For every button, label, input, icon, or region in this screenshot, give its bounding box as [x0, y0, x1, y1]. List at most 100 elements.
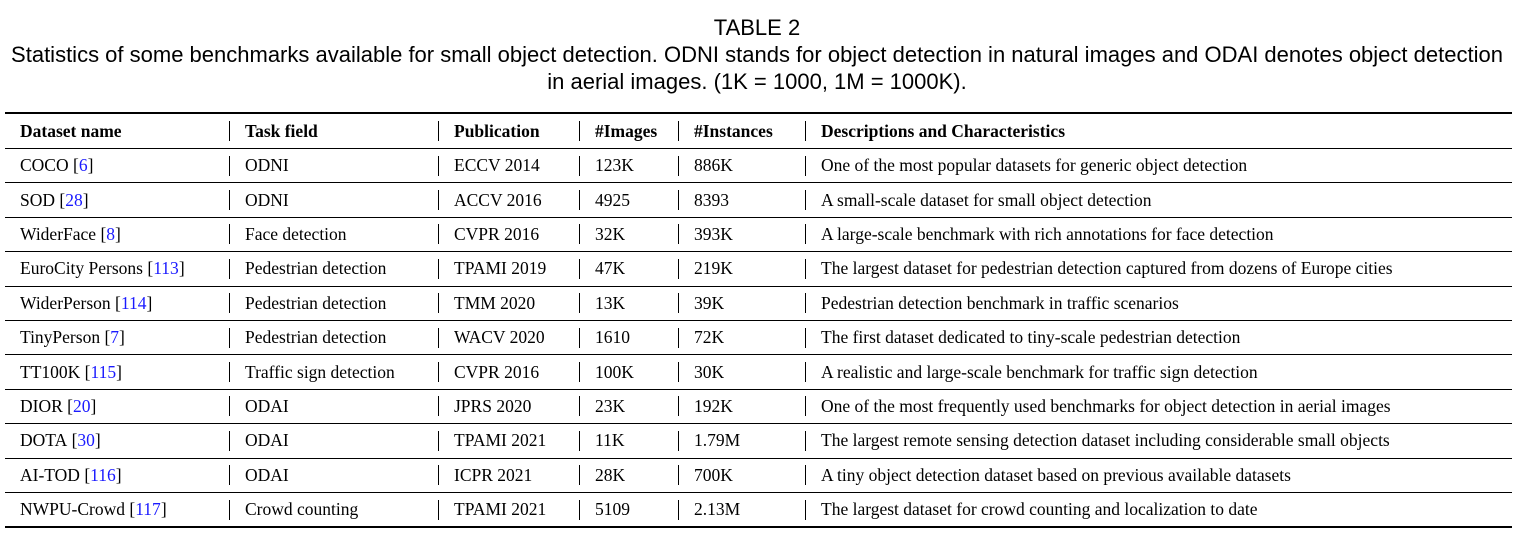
images-cell: 23K [579, 389, 678, 423]
table-row: WiderFace [8] Face detection CVPR 2016 32K 3… [5, 217, 1512, 252]
table-row: AI-TOD [116] ODAI ICPR 2021 28K 700K A tiny o… [5, 458, 1512, 493]
task-field-cell: ODNI [229, 183, 438, 217]
column-separator [229, 499, 230, 520]
dataset-name: WiderPerson [20, 292, 111, 313]
description-cell: One of the most frequently used benchmar… [805, 389, 1512, 423]
citation-link[interactable]: 8 [106, 223, 116, 244]
description-cell: One of the most popular datasets for gen… [805, 149, 1512, 183]
column-separator [438, 362, 439, 383]
instances-cell: 700K [678, 458, 805, 492]
dataset-name-cell: TinyPerson [7] [20, 327, 125, 348]
citation-link[interactable]: 30 [77, 430, 95, 451]
dataset-name: EuroCity Persons [20, 258, 143, 279]
publication-value: ACCV 2016 [454, 189, 542, 210]
column-separator [678, 258, 679, 279]
description-cell: The largest dataset for pedestrian detec… [805, 252, 1512, 286]
description-value: The largest dataset for pedestrian detec… [821, 258, 1393, 279]
images-value: 1610 [595, 327, 630, 348]
task-field-cell: ODAI [229, 424, 438, 458]
dataset-name-cell: NWPU-Crowd [117] [20, 499, 167, 520]
instances-value: 72K [694, 327, 725, 348]
instances-value: 39K [694, 292, 725, 313]
instances-cell: 219K [678, 252, 805, 286]
task-field-value: ODAI [245, 395, 289, 416]
column-separator [805, 258, 806, 279]
description-value: Pedestrian detection benchmark in traffi… [821, 292, 1179, 313]
dataset-name-cell: TT100K [115] [20, 361, 122, 382]
caption-text: Statistics of some benchmarks available … [11, 42, 1503, 94]
task-field-cell: Traffic sign detection [229, 355, 438, 389]
publication-value: TPAMI 2021 [454, 430, 547, 451]
column-separator [579, 258, 580, 279]
citation-link[interactable]: 117 [135, 499, 161, 520]
column-separator [805, 190, 806, 211]
task-field-cell: ODAI [229, 389, 438, 423]
header-publication: Publication [438, 113, 579, 149]
images-value: 123K [595, 155, 634, 176]
dataset-name: SOD [20, 189, 56, 210]
publication-cell: ICPR 2021 [438, 458, 579, 492]
instances-cell: 30K [678, 355, 805, 389]
column-separator [805, 362, 806, 383]
table-row: NWPU-Crowd [117] Crowd counting TPAMI 2021… [5, 492, 1512, 527]
citation-link[interactable]: 7 [110, 327, 120, 348]
header-dataset-name: Dataset name [5, 113, 229, 149]
column-separator [579, 430, 580, 451]
citation-link[interactable]: 116 [90, 464, 116, 485]
column-separator [438, 224, 439, 245]
table-row: EuroCity Persons [113] Pedestrian detecti… [5, 252, 1512, 287]
publication-value: ICPR 2021 [454, 464, 533, 485]
column-separator [805, 430, 806, 451]
images-cell: 11K [579, 424, 678, 458]
citation-link[interactable]: 114 [120, 292, 147, 313]
column-separator [579, 499, 580, 520]
instances-cell: 2.13M [678, 492, 805, 527]
header-descriptions: Descriptions and Characteristics [805, 113, 1512, 149]
column-separator [579, 190, 580, 211]
dataset-name-cell: EuroCity Persons [113] [20, 258, 185, 279]
column-separator [579, 327, 580, 348]
column-separator [579, 155, 580, 176]
dataset-name: AI-TOD [20, 464, 80, 485]
instances-cell: 192K [678, 389, 805, 423]
dataset-name: TT100K [20, 361, 81, 382]
instances-cell: 72K [678, 320, 805, 354]
header-task-field: Task field [229, 113, 438, 149]
description-value: One of the most popular datasets for gen… [821, 155, 1248, 176]
citation-link[interactable]: 113 [153, 258, 179, 279]
instances-value: 700K [694, 464, 733, 485]
citation-link[interactable]: 28 [65, 189, 83, 210]
images-cell: 47K [579, 252, 678, 286]
description-cell: A tiny object detection dataset based on… [805, 458, 1512, 492]
column-separator [438, 327, 439, 348]
task-field-value: ODAI [245, 464, 289, 485]
dataset-name: NWPU-Crowd [20, 499, 125, 520]
task-field-cell: Pedestrian detection [229, 320, 438, 354]
instances-value: 1.79M [694, 430, 741, 451]
column-separator [229, 327, 230, 348]
publication-cell: JPRS 2020 [438, 389, 579, 423]
publication-value: TPAMI 2021 [454, 499, 547, 520]
task-field-cell: ODAI [229, 458, 438, 492]
description-value: One of the most frequently used benchmar… [821, 395, 1391, 416]
citation-link[interactable]: 115 [90, 361, 117, 382]
citation-link[interactable]: 6 [78, 155, 88, 176]
description-cell: A realistic and large-scale benchmark fo… [805, 355, 1512, 389]
instances-cell: 8393 [678, 183, 805, 217]
images-cell: 5109 [579, 492, 678, 527]
instances-value: 886K [694, 155, 733, 176]
instances-value: 219K [694, 258, 733, 279]
column-separator [678, 430, 679, 451]
description-value: The largest remote sensing detection dat… [821, 430, 1390, 451]
column-separator [805, 396, 806, 417]
publication-value: JPRS 2020 [454, 395, 532, 416]
images-cell: 123K [579, 149, 678, 183]
images-value: 28K [595, 464, 626, 485]
instances-cell: 393K [678, 217, 805, 251]
citation-link[interactable]: 20 [72, 395, 91, 416]
table-row: DOTA [30] ODAI TPAMI 2021 11K 1.79M The large… [5, 424, 1512, 459]
description-value: A small-scale dataset for small object d… [821, 189, 1152, 210]
dataset-name-cell: WiderPerson [114] [20, 292, 153, 313]
column-separator [229, 224, 230, 245]
instances-cell: 39K [678, 286, 805, 320]
